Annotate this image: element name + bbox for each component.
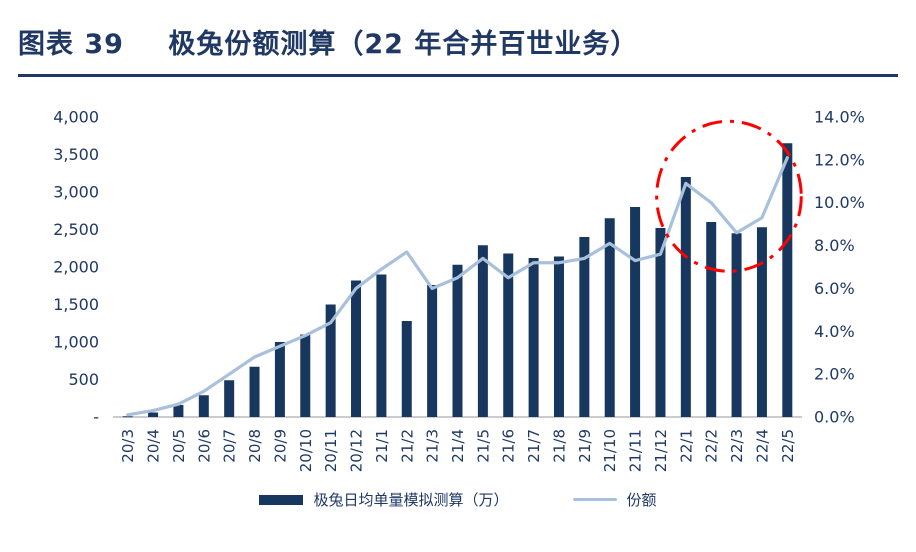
figure-title-text: 极兔份额测算（22 年合并百世业务） (168, 29, 639, 60)
left-axis-tick: 1,000 (53, 333, 99, 352)
left-axis-tick: 500 (68, 370, 99, 389)
x-axis-label: 21/9 (576, 429, 594, 463)
bar (376, 274, 387, 417)
bar (553, 256, 564, 417)
right-axis-tick: 4.0% (814, 322, 855, 341)
x-axis-label: 22/5 (779, 429, 797, 463)
bar (630, 207, 641, 417)
right-axis-tick: 12.0% (814, 150, 865, 169)
bar (528, 258, 539, 417)
right-axis-tick: 14.0% (814, 108, 865, 127)
x-axis-label: 20/7 (221, 429, 239, 463)
bar (782, 143, 793, 417)
x-axis-label: 20/11 (322, 429, 340, 472)
figure-header: 图表 39 极兔份额测算（22 年合并百世业务） (18, 22, 898, 77)
right-axis-tick: 10.0% (814, 193, 865, 212)
chart-area: - 500 1,000 1,500 2,000 2,500 3,000 3,500 4,000 0… (18, 87, 898, 479)
legend-bar-label: 极兔日均单量模拟测算（万） (313, 491, 509, 509)
x-axis-label: 20/12 (348, 429, 366, 472)
bar (579, 237, 590, 417)
left-axis-tick: 4,000 (53, 108, 99, 127)
bar (198, 395, 209, 417)
bar (351, 280, 362, 417)
bar (401, 321, 412, 417)
chart-svg: - 500 1,000 1,500 2,000 2,500 3,000 3,500 4,000 0… (53, 108, 865, 473)
left-axis-tick: 2,000 (53, 258, 99, 277)
bar (503, 253, 514, 417)
left-axis-tick: 3,500 (53, 145, 99, 164)
bar (427, 285, 438, 417)
figure-number-label: 图表 39 (18, 29, 124, 60)
bar (477, 245, 488, 417)
left-axis-tick: 1,500 (53, 295, 99, 314)
line-swatch-icon (572, 498, 617, 501)
x-axis-label: 21/8 (550, 429, 568, 463)
x-axis-label: 21/7 (525, 429, 543, 463)
bar (274, 342, 285, 417)
x-axis-label: 21/10 (601, 429, 619, 472)
right-axis-tick: 0.0% (814, 408, 855, 427)
x-axis-label: 20/4 (145, 429, 163, 463)
x-axis-label: 22/3 (728, 429, 746, 463)
bar (756, 227, 767, 417)
bar (680, 177, 691, 417)
bar-swatch-icon (259, 494, 304, 505)
x-axis-label: 21/11 (627, 429, 645, 472)
x-axis-label: 21/3 (424, 429, 442, 463)
bar (122, 416, 133, 418)
bar (224, 380, 235, 417)
x-axis-label: 20/6 (195, 429, 213, 463)
x-axis-label: 21/4 (449, 429, 467, 463)
left-axis-tick: 3,000 (53, 183, 99, 202)
bar (706, 222, 717, 417)
x-axis-label: 21/5 (474, 429, 492, 463)
bar (731, 233, 742, 417)
x-axis-label: 21/12 (652, 429, 670, 472)
x-axis-label: 22/1 (677, 429, 695, 463)
legend-item-bar: 极兔日均单量模拟测算（万） (259, 489, 509, 510)
right-axis-tick: 8.0% (814, 236, 855, 255)
x-axis-label: 21/2 (398, 429, 416, 463)
x-axis-label: 20/5 (170, 429, 188, 463)
page-title: 图表 39 极兔份额测算（22 年合并百世业务） (18, 22, 898, 61)
bar (173, 405, 184, 417)
x-axis-label: 21/1 (373, 429, 391, 463)
legend-line-label: 份额 (626, 491, 657, 509)
right-axis-tick: 2.0% (814, 365, 855, 384)
x-axis-label: 22/4 (753, 429, 771, 463)
bar (655, 228, 666, 417)
header-divider (18, 74, 898, 77)
x-axis-label: 20/8 (246, 429, 264, 463)
bar (452, 264, 463, 417)
highlight-circle-annotation (655, 119, 803, 273)
x-axis-label: 20/3 (119, 429, 137, 463)
share-line (126, 156, 789, 417)
bar (300, 334, 311, 417)
bar (604, 218, 615, 417)
left-axis-tick: 2,500 (53, 220, 99, 239)
x-axis-label: 20/9 (271, 429, 289, 463)
chart-legend: 极兔日均单量模拟测算（万） 份额 (18, 489, 898, 510)
left-axis-tick: - (93, 408, 99, 427)
right-axis-tick: 6.0% (814, 279, 855, 298)
bar (249, 366, 260, 417)
x-axis-label: 20/10 (297, 429, 315, 472)
bar (325, 304, 336, 417)
legend-item-line: 份额 (572, 489, 657, 510)
x-axis-label: 22/2 (703, 429, 721, 463)
bar (148, 412, 159, 417)
x-axis-label: 21/6 (500, 429, 518, 463)
